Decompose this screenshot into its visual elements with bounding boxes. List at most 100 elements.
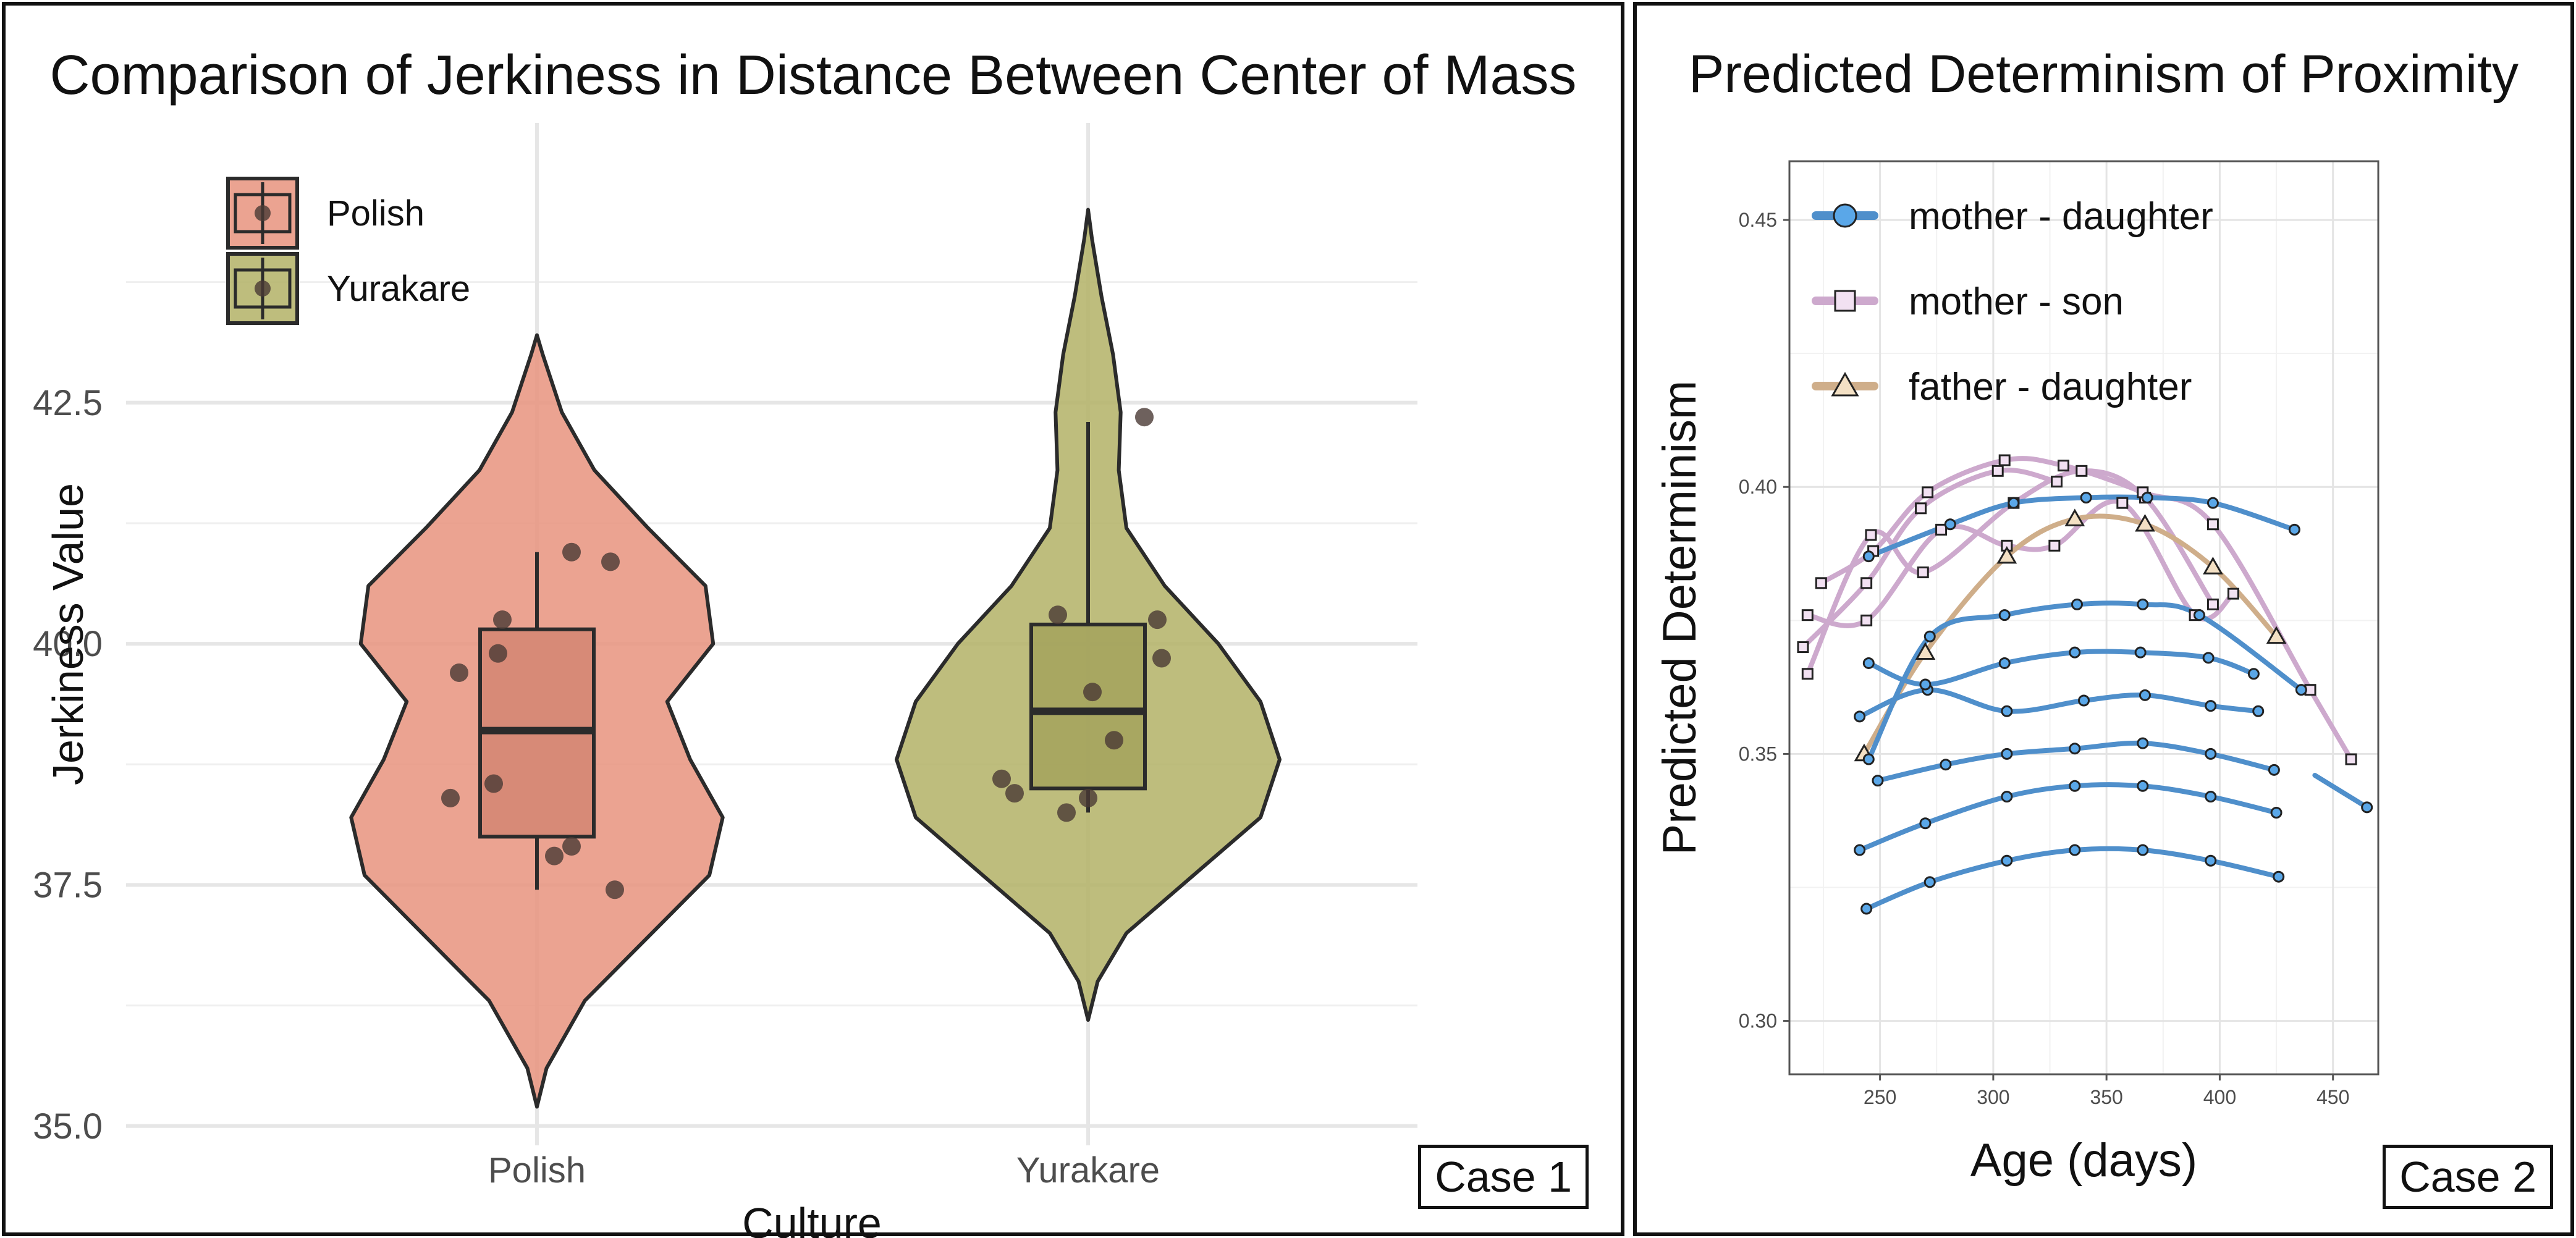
data-point	[2135, 513, 2155, 532]
data-point	[2069, 844, 2081, 856]
case-label: Case 2	[2383, 1145, 2553, 1209]
x-axis-title: Age (days)	[1970, 1134, 2198, 1187]
legend-key-point	[255, 205, 271, 221]
data-point	[1860, 577, 1873, 589]
box-iqr	[1029, 622, 1147, 791]
data-point	[2266, 626, 2287, 644]
data-point	[1924, 876, 1936, 888]
data-point	[1865, 529, 1877, 541]
legend-marker	[1833, 203, 1857, 228]
data-point	[2139, 689, 2151, 701]
data-point	[1917, 566, 1929, 579]
data-point	[1998, 657, 2011, 669]
data-point	[484, 774, 503, 793]
data-point	[2001, 791, 2013, 803]
data-point	[1152, 649, 1171, 668]
data-point	[2252, 705, 2265, 717]
y-tick-label: 0.35	[1739, 743, 1777, 765]
data-point	[1924, 630, 1936, 642]
violin-plot: 35.0 37.5 40.0 42.5 Polish Yurakare Culture Jer…	[33, 123, 1417, 1238]
data-point	[1998, 454, 2011, 466]
data-point	[2273, 870, 2285, 883]
data-point	[545, 846, 564, 865]
x-tick-label: 450	[2316, 1086, 2349, 1108]
data-point	[2069, 646, 2081, 659]
data-point	[2069, 743, 2081, 755]
data-point	[1919, 678, 1932, 691]
data-point	[1815, 577, 1827, 589]
data-point	[1079, 788, 1097, 807]
data-point	[1148, 610, 1167, 630]
x-tick-label: Polish	[488, 1150, 586, 1190]
data-point	[1854, 710, 1866, 723]
data-point	[2295, 684, 2307, 696]
legend-label: Yurakare	[327, 269, 470, 309]
data-point	[1922, 486, 1934, 499]
data-point	[2080, 492, 2092, 504]
data-point	[1801, 609, 1814, 621]
case-label: Case 1	[1418, 1145, 1589, 1209]
data-point	[1915, 642, 1936, 660]
data-point	[1862, 550, 1875, 563]
data-point	[2247, 668, 2260, 680]
data-point	[1998, 609, 2011, 621]
data-point	[601, 552, 620, 571]
data-point	[1083, 683, 1102, 702]
data-point	[489, 644, 507, 663]
data-point	[2361, 801, 2373, 814]
y-tick-label: 40.0	[33, 624, 103, 664]
legend-key-point	[255, 280, 271, 297]
y-tick-label: 0.30	[1739, 1010, 1777, 1032]
data-point	[2270, 806, 2283, 819]
line-chart-panel: Predicted Determinism of Proximity 250 30…	[1633, 2, 2574, 1236]
y-tick-label: 0.40	[1739, 476, 1777, 498]
data-point	[1801, 668, 1814, 680]
data-point	[1057, 803, 1076, 822]
violin-chart-panel: Comparison of Jerkiness in Distance Betw…	[2, 2, 1624, 1238]
data-point	[2203, 557, 2223, 575]
series-line	[2312, 773, 2370, 810]
legend-marker	[1831, 371, 1859, 397]
data-point	[2048, 539, 2061, 552]
data-point	[1049, 605, 1067, 625]
data-point	[562, 836, 581, 856]
data-point	[1854, 844, 1866, 856]
data-point	[1862, 657, 1875, 669]
legend-label: father - daughter	[1909, 366, 2192, 408]
data-point	[2001, 747, 2013, 760]
data-point	[2193, 609, 2205, 621]
data-point	[1105, 731, 1123, 750]
x-tick-label: 300	[1977, 1086, 2009, 1108]
data-point	[2137, 598, 2149, 610]
series-line	[1818, 456, 2354, 762]
data-point	[2064, 508, 2085, 526]
determinism-line-plot: 250 300 350 400 450 0.30 0.35 0.40 0.45 mother - …	[1653, 160, 2380, 1187]
data-point	[992, 769, 1011, 788]
data-point	[1991, 465, 2004, 477]
x-tick-label: 400	[2203, 1086, 2236, 1108]
data-point	[2001, 854, 2013, 867]
data-point	[2008, 497, 2020, 509]
data-point	[2205, 791, 2217, 803]
data-point	[2137, 780, 2149, 792]
data-point	[493, 610, 512, 630]
data-point	[562, 542, 581, 562]
data-point	[2058, 460, 2070, 472]
plot-border	[1788, 160, 2380, 1076]
y-tick-label: 37.5	[33, 865, 103, 905]
data-point	[2206, 518, 2219, 531]
data-point	[2202, 652, 2215, 664]
data-point	[2205, 854, 2217, 867]
y-axis-title: Predicted Determinism	[1653, 381, 1706, 856]
x-axis-title: Culture	[742, 1199, 882, 1238]
data-point	[2071, 598, 2084, 610]
data-point	[2116, 497, 2129, 509]
data-point	[1919, 817, 1932, 830]
data-point	[1005, 784, 1024, 803]
chart-title: Predicted Determinism of Proximity	[1689, 44, 2519, 104]
data-point	[2069, 780, 2081, 792]
legend-label: Polish	[327, 193, 424, 234]
data-point	[2205, 747, 2217, 760]
data-point	[1944, 518, 1956, 531]
data-point	[2345, 753, 2357, 765]
